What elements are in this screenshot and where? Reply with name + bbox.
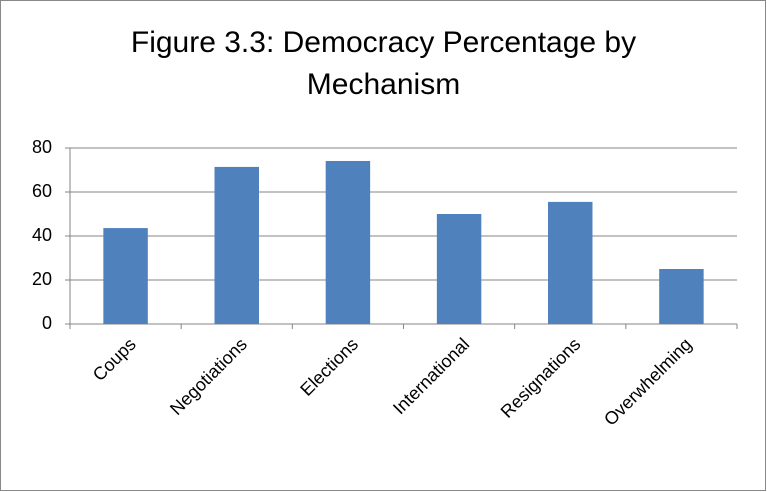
y-tick-label: 0	[42, 313, 52, 333]
y-tick-label: 40	[32, 225, 52, 245]
bar	[548, 201, 593, 324]
bar	[103, 228, 148, 324]
bar	[325, 160, 371, 324]
bar	[214, 166, 259, 324]
y-tick-label: 80	[32, 137, 52, 157]
y-tick-label: 20	[32, 269, 52, 289]
bar	[436, 214, 482, 324]
y-tick-label: 60	[32, 181, 52, 201]
chart-title: Figure 3.3: Democracy Percentage by Mech…	[130, 26, 637, 101]
bar	[659, 269, 704, 324]
